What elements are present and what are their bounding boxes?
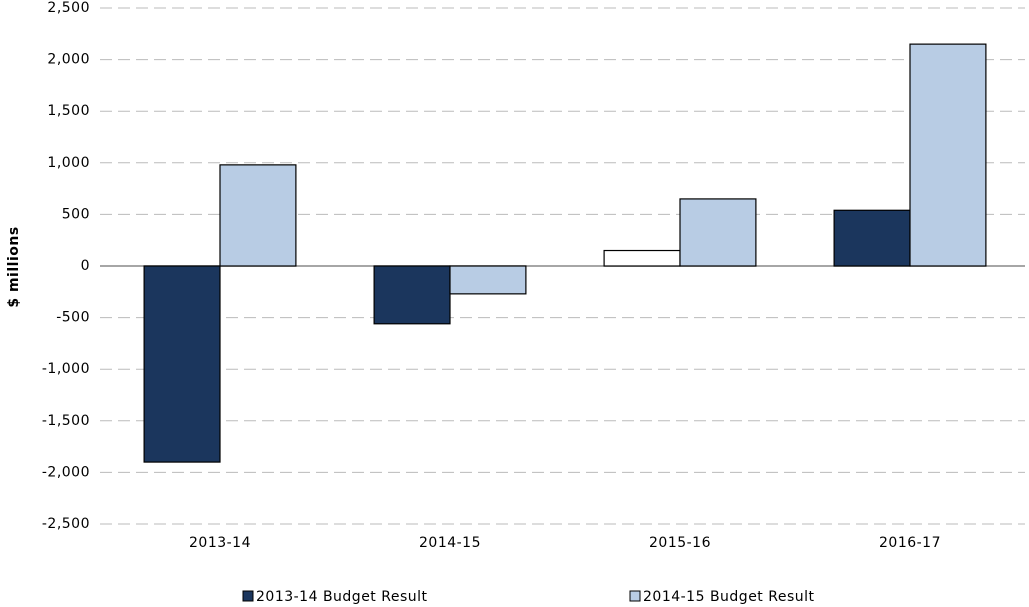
bar — [679, 198, 757, 267]
y-tick-label: -500 — [56, 310, 90, 326]
x-tick-label: 2015-16 — [649, 535, 711, 551]
x-tick-label: 2016-17 — [879, 535, 941, 551]
y-tick-label: -2,500 — [42, 516, 90, 532]
y-tick-label: 1,000 — [47, 155, 90, 171]
y-tick-label: 500 — [62, 206, 90, 222]
bar — [219, 164, 297, 267]
x-tick-label: 2013-14 — [189, 535, 251, 551]
bar — [833, 209, 911, 267]
legend-swatch — [242, 590, 254, 602]
y-tick-label: 0 — [81, 258, 90, 274]
y-tick-label: 2,500 — [47, 0, 90, 16]
y-tick-label: -1,500 — [42, 413, 90, 429]
bar — [143, 265, 221, 463]
y-tick-label: -1,000 — [42, 361, 90, 377]
legend-label: 2013-14 Budget Result — [256, 589, 428, 605]
x-tick-label: 2014-15 — [419, 535, 481, 551]
y-tick-label: 1,500 — [47, 103, 90, 119]
bar — [909, 43, 987, 267]
y-tick-label: 2,000 — [47, 52, 90, 68]
y-tick-label: -2,000 — [42, 464, 90, 480]
legend-swatch — [629, 590, 641, 602]
y-axis-label: $ millions — [6, 226, 22, 307]
bar — [449, 265, 527, 295]
bar — [603, 249, 681, 267]
legend-label: 2014-15 Budget Result — [643, 589, 815, 605]
bar — [373, 265, 451, 325]
